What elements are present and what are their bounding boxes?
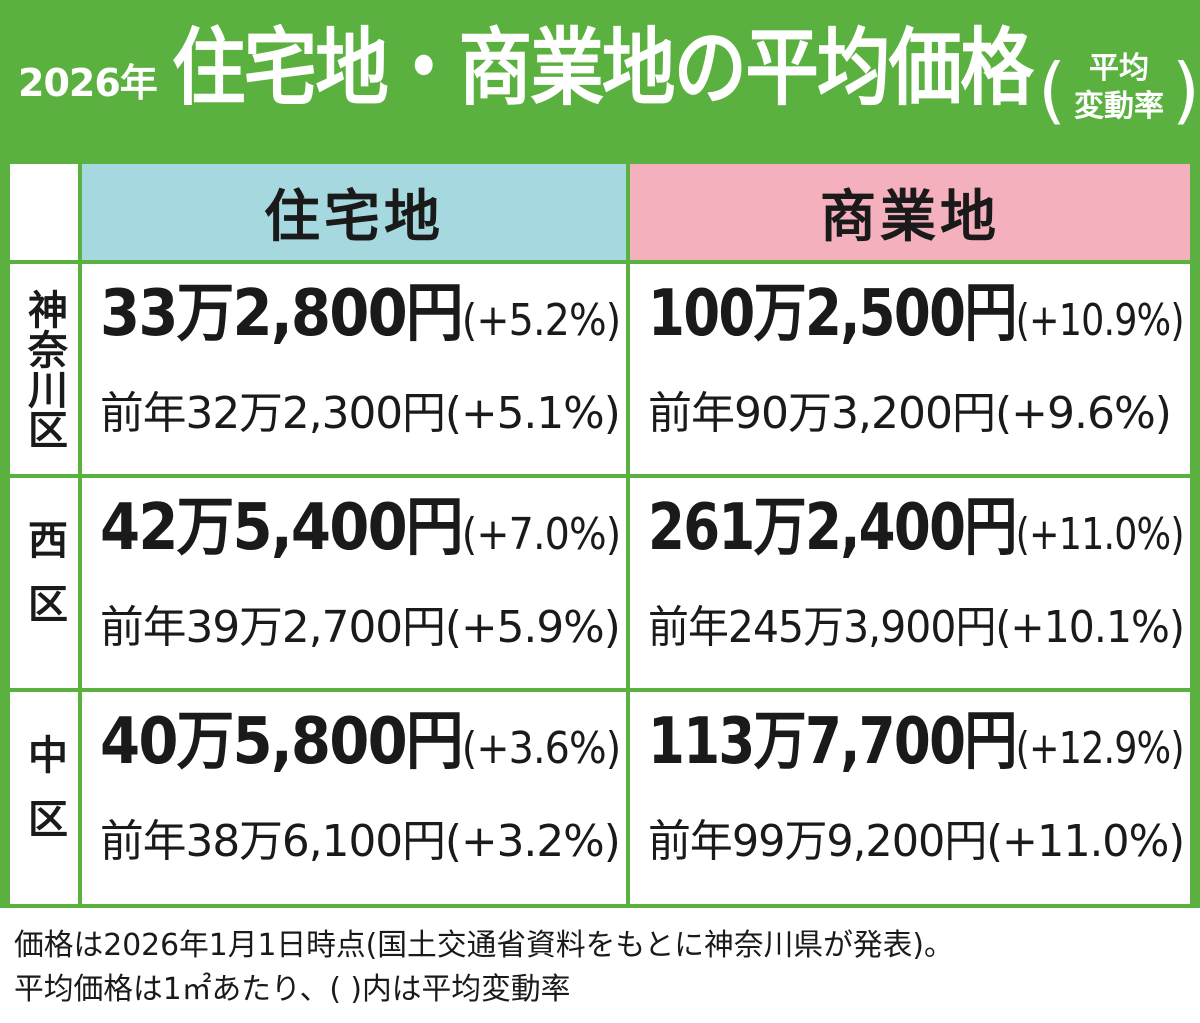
current-rate: (+12.9%)	[1015, 723, 1185, 774]
year-label: 2026年	[18, 61, 158, 105]
current-price-value: 100万2,500円	[648, 277, 1017, 351]
current-price: 261万2,400円(+11.0%)	[648, 496, 1185, 560]
current-rate: (+7.0%)	[461, 509, 621, 560]
footnote-line-1: 価格は2026年1月1日時点(国土交通省資料をもとに神奈川県が発表)。	[14, 928, 954, 963]
previous-price: 前年38万6,100円(+3.2%)	[100, 816, 621, 867]
previous-price: 前年32万2,300円(+5.1%)	[100, 388, 621, 439]
note-line-1: 平均	[1089, 51, 1149, 86]
commercial-price-cell: 100万2,500円(+10.9%) 前年90万3,200円(+9.6%)	[630, 264, 1190, 474]
previous-price: 前年245万3,900円(+10.1%)	[648, 602, 1185, 653]
current-price-value: 40万5,800円	[100, 705, 464, 779]
current-price: 113万7,700円(+12.9%)	[648, 710, 1185, 774]
residential-price-cell: 42万5,400円(+7.0%) 前年39万2,700円(+5.9%)	[82, 478, 626, 688]
current-price-value: 113万7,700円	[648, 705, 1017, 779]
commercial-header-label: 商業地	[820, 184, 1000, 250]
footnote-line-2: 平均価格は1㎡あたり、( )内は平均変動率	[14, 972, 571, 1007]
current-price: 42万5,400円(+7.0%)	[100, 496, 621, 560]
current-rate: (+3.6%)	[461, 723, 621, 774]
previous-price: 前年39万2,700円(+5.9%)	[100, 602, 621, 653]
note-line-2: 変動率	[1074, 89, 1164, 124]
ward-cell: 西区	[10, 478, 78, 688]
ward-label: 中区	[21, 734, 67, 862]
table-corner	[10, 164, 78, 260]
commercial-price-cell: 113万7,700円(+12.9%) 前年99万9,200円(+11.0%)	[630, 692, 1190, 904]
current-rate: (+11.0%)	[1015, 509, 1185, 560]
current-price: 40万5,800円(+3.6%)	[100, 710, 621, 774]
previous-price: 前年90万3,200円(+9.6%)	[648, 388, 1172, 439]
ward-label: 神奈川区	[21, 289, 67, 449]
note-paren-close: )	[1171, 48, 1200, 132]
current-price-value: 261万2,400円	[648, 491, 1017, 565]
current-rate: (+10.9%)	[1015, 295, 1185, 346]
title-banner: 2026年 住宅地・商業地の平均価格 ( 平均 変動率 )	[0, 0, 1200, 156]
ward-cell: 中区	[10, 692, 78, 904]
residential-header-label: 住宅地	[264, 184, 444, 250]
main-title: 住宅地・商業地の平均価格	[172, 19, 1034, 117]
commercial-price-cell: 261万2,400円(+11.0%) 前年245万3,900円(+10.1%)	[630, 478, 1190, 688]
residential-price-cell: 33万2,800円(+5.2%) 前年32万2,300円(+5.1%)	[82, 264, 626, 474]
price-table: 住宅地 商業地 神奈川区 33万2,800円(+5.2%) 前年32万2,300…	[0, 156, 1200, 908]
previous-price: 前年99万9,200円(+11.0%)	[648, 816, 1185, 867]
current-price-value: 33万2,800円	[100, 277, 464, 351]
ward-label: 西区	[21, 519, 67, 647]
ward-cell: 神奈川区	[10, 264, 78, 474]
note-paren-open: (	[1038, 48, 1067, 132]
current-rate: (+5.2%)	[461, 295, 621, 346]
column-header-residential: 住宅地	[82, 164, 626, 260]
residential-price-cell: 40万5,800円(+3.6%) 前年38万6,100円(+3.2%)	[82, 692, 626, 904]
current-price: 33万2,800円(+5.2%)	[100, 282, 621, 346]
title-note: ( 平均 変動率 )	[1038, 50, 1200, 136]
current-price: 100万2,500円(+10.9%)	[648, 282, 1185, 346]
footnote: 価格は2026年1月1日時点(国土交通省資料をもとに神奈川県が発表)。 平均価格…	[14, 924, 1194, 1012]
current-price-value: 42万5,400円	[100, 491, 464, 565]
column-header-commercial: 商業地	[630, 164, 1190, 260]
